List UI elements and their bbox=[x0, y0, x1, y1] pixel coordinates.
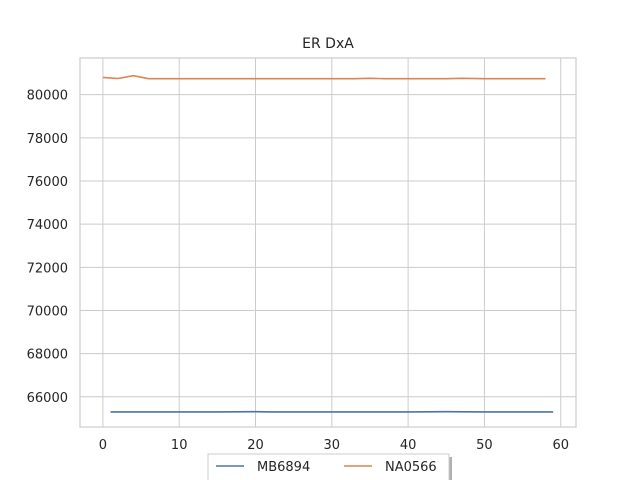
x-axis-ticks: 0 10 20 30 40 50 60 bbox=[99, 438, 569, 453]
x-tick-label: 20 bbox=[247, 438, 264, 453]
legend-label: NA0566 bbox=[385, 460, 437, 475]
series-line-na0566 bbox=[102, 74, 546, 80]
legend-box bbox=[207, 453, 450, 480]
plot-background bbox=[80, 58, 576, 427]
plot-frame bbox=[79, 57, 577, 428]
y-tick-label: 70000 bbox=[27, 304, 68, 319]
chart-title: ER DxA bbox=[302, 36, 354, 52]
y-tick-label: 78000 bbox=[27, 132, 68, 147]
legend: MB6894 NA0566 bbox=[207, 453, 452, 480]
grid bbox=[80, 58, 576, 427]
y-tick-label: 74000 bbox=[27, 218, 68, 233]
y-tick-label: 72000 bbox=[27, 261, 68, 276]
x-tick-label: 40 bbox=[400, 438, 417, 453]
y-tick-label: 80000 bbox=[27, 89, 68, 104]
legend-label: MB6894 bbox=[257, 460, 310, 475]
y-tick-label: 66000 bbox=[27, 391, 68, 406]
x-tick-label: 60 bbox=[552, 438, 569, 453]
x-tick-label: 0 bbox=[99, 438, 107, 453]
y-axis-ticks: 66000 68000 70000 72000 74000 76000 78000 80000 bbox=[27, 89, 68, 406]
series-lines bbox=[102, 74, 554, 413]
x-tick-label: 50 bbox=[476, 438, 493, 453]
x-tick-label: 10 bbox=[171, 438, 188, 453]
y-tick-label: 68000 bbox=[27, 348, 68, 363]
y-tick-label: 76000 bbox=[27, 175, 68, 190]
x-tick-label: 30 bbox=[324, 438, 341, 453]
